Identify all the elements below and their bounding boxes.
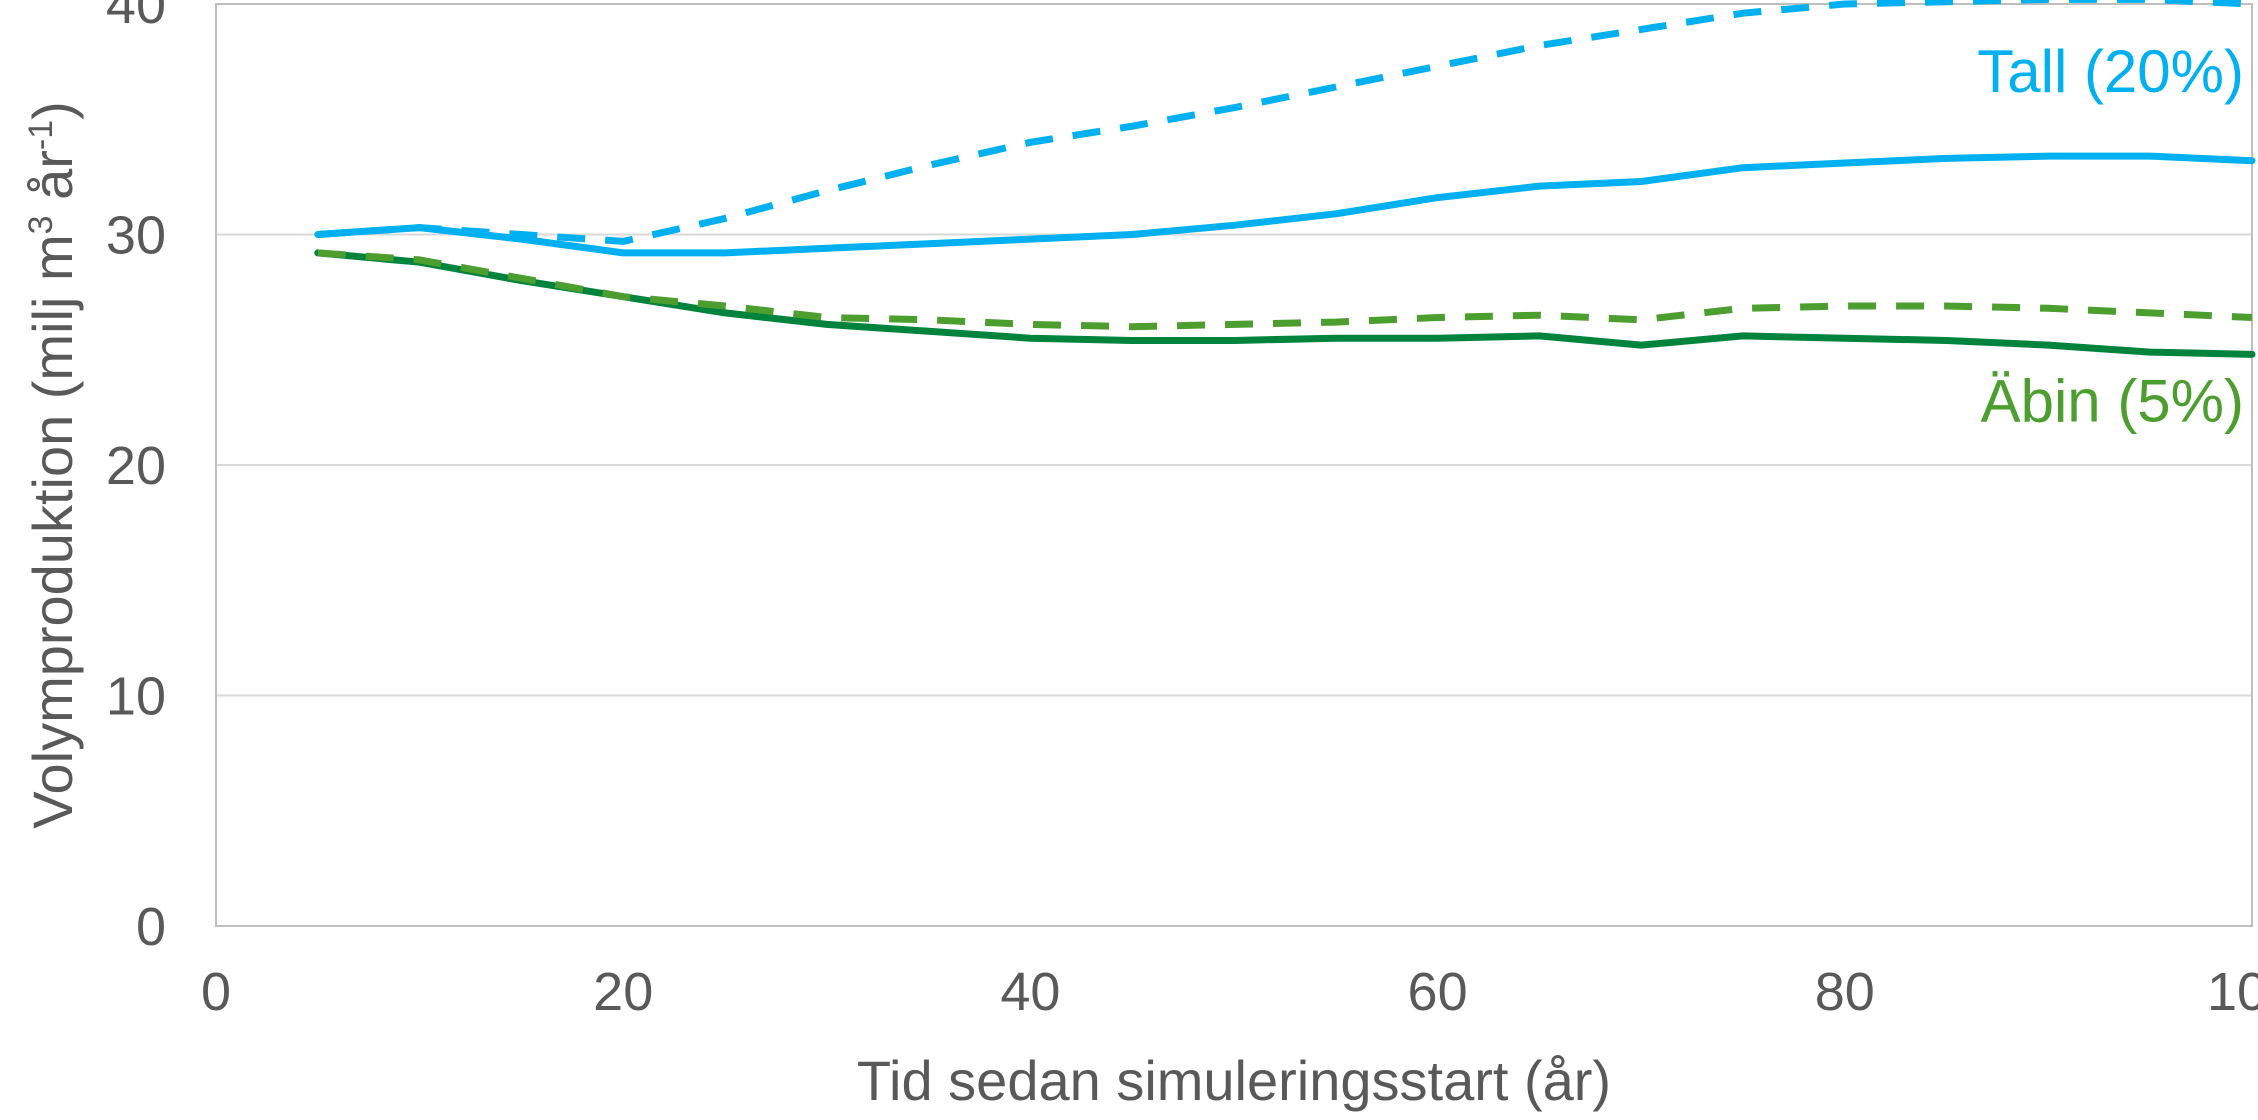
x-tick-label: 40 [1000,962,1060,1022]
series-label-tall: Tall (20%) [1977,38,2244,105]
plot-area-border [215,3,2253,927]
y-axis-title-middle: år [21,150,84,215]
series-labels: Tall (20%) Äbin (5%) [1977,38,2244,434]
x-axis-tick-labels: 0 20 40 60 80 100 [201,962,2258,1022]
y-tick-label: 20 [106,436,166,496]
y-tick-label: 40 [106,0,166,35]
y-axis-title-sup-minus1: -1 [22,120,60,150]
series-line-abin-solid [314,249,2256,358]
y-axis-title-suffix: ) [21,101,84,120]
x-tick-label: 20 [593,962,653,1022]
y-axis-title: Volymproduktion (milj m3 år-1) [21,101,84,829]
y-tick-label: 30 [106,206,166,266]
series-line-abin-dashed [317,249,2253,331]
x-tick-label: 60 [1408,962,1468,1022]
y-axis-title-sup-3: 3 [22,215,60,234]
y-axis-title-prefix: Volymproduktion (milj m [21,234,84,828]
y-tick-label: 0 [136,897,166,957]
series-line-tall-solid [314,152,2256,257]
x-tick-label: 100 [2207,962,2258,1022]
x-tick-label: 80 [1815,962,1875,1022]
x-axis-title: Tid sedan simuleringsstart (år) [857,1049,1611,1112]
series-label-abin: Äbin (5%) [1981,367,2244,434]
series-line-tall-dashed [317,0,2253,245]
x-tick-label: 0 [201,962,231,1022]
y-axis-tick-labels: 0 10 20 30 40 [106,0,166,957]
y-tick-label: 10 [106,667,166,727]
series-lines [314,0,2256,358]
